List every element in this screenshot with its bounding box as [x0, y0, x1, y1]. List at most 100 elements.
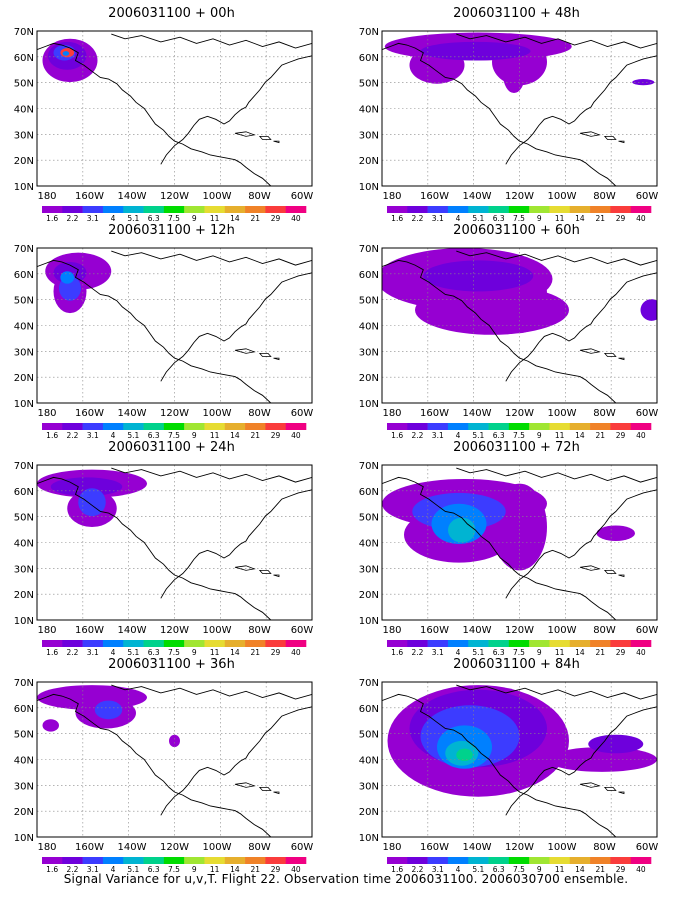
island [603, 352, 617, 357]
colorbar-swatch [468, 423, 489, 430]
colorbar-swatch [407, 423, 428, 430]
lat-label: 50N [359, 296, 379, 307]
colorbar-label: 5.1 [127, 214, 139, 223]
map-frame [381, 30, 658, 187]
colorbar-label: 6.3 [148, 431, 160, 440]
colorbar-label: 11 [210, 214, 220, 223]
colorbar-label: 14 [575, 431, 585, 440]
colorbar-swatch [245, 423, 266, 430]
island [618, 574, 625, 578]
colorbar-label: 2.2 [66, 648, 78, 657]
colorbar-swatch [468, 640, 489, 647]
colorbar-swatch [285, 640, 307, 647]
lat-label: 20N [359, 590, 379, 601]
panel-title: 2006031100 + 12h [108, 223, 235, 238]
panel-title: 2006031100 + 36h [108, 657, 235, 672]
island [273, 791, 280, 795]
variance-contour [94, 700, 123, 720]
lat-label: 70N [14, 461, 34, 472]
panel-title: 2006031100 + 48h [453, 6, 580, 21]
island [273, 574, 280, 578]
coastline [37, 693, 272, 837]
lat-label: 10N [359, 833, 379, 844]
lat-label: 50N [14, 296, 34, 307]
variance-contour [420, 41, 531, 61]
map-panel-72h: 2006031100 + 72h 70N 60N 50N 40N 30N 20N 10N180… [359, 440, 659, 657]
map-area [37, 31, 312, 186]
coastline [456, 684, 657, 700]
colorbar-swatch [590, 206, 611, 213]
variance-contour [640, 299, 657, 321]
colorbar-label: 4 [456, 865, 461, 874]
island [579, 348, 601, 354]
island [603, 570, 617, 574]
lon-label: 140W [118, 408, 147, 419]
colorbar-swatch [488, 206, 510, 213]
lon-label: 140W [118, 191, 147, 202]
colorbar-label: 9 [537, 214, 542, 223]
colorbar-label: 3.1 [87, 865, 99, 874]
variance-contour [169, 734, 180, 748]
lon-label: 140W [463, 625, 492, 636]
colorbar-label: 2.2 [411, 431, 423, 440]
colorbar-swatch [427, 857, 449, 864]
colorbar-label: 29 [271, 648, 281, 657]
colorbar-swatch [265, 640, 286, 647]
map-frame [381, 464, 658, 621]
lat-label: 60N [14, 704, 34, 715]
colorbar-swatch [569, 640, 591, 647]
island [603, 787, 617, 791]
colorbar-swatch [143, 423, 165, 430]
colorbar-label: 5.1 [127, 648, 139, 657]
lon-label: 140W [118, 625, 147, 636]
colorbar-label: 7.5 [513, 214, 525, 223]
colorbar-label: 9 [192, 214, 197, 223]
lon-label: 180 [37, 842, 56, 853]
colorbar-label: 3.1 [432, 865, 444, 874]
colorbar-swatch [549, 423, 571, 430]
island [258, 135, 272, 140]
lat-label: 20N [359, 156, 379, 167]
colorbar-swatch [508, 640, 530, 647]
island [579, 782, 601, 788]
colorbar-label: 40 [291, 865, 301, 874]
colorbar-swatch [265, 423, 286, 430]
lon-label: 60W [291, 842, 314, 853]
colorbar-label: 21 [250, 865, 260, 874]
colorbar-swatch [224, 423, 246, 430]
colorbar-label: 1.6 [46, 431, 58, 440]
lat-label: 50N [14, 79, 34, 90]
colorbar-swatch [529, 423, 550, 430]
island [273, 357, 280, 361]
lon-label: 180 [37, 408, 56, 419]
colorbar-label: 29 [271, 214, 281, 223]
coastline [111, 684, 312, 700]
island [258, 352, 272, 357]
colorbar-swatch [407, 857, 428, 864]
lon-label: 60W [291, 408, 314, 419]
map-frame [381, 247, 658, 404]
variance-contour [596, 525, 635, 541]
colorbar-swatch [427, 206, 449, 213]
colorbar-label: 4 [111, 431, 116, 440]
colorbar-label: 4 [111, 648, 116, 657]
lat-label: 40N [359, 756, 379, 767]
colorbar-label: 5.1 [127, 865, 139, 874]
colorbar-label: 11 [210, 431, 220, 440]
coastline [37, 42, 272, 186]
colorbar-label: 7.5 [168, 648, 180, 657]
map-panel-00h: 2006031100 + 00h 70N 60N 50N 40N 30N 20N 10N180… [14, 6, 314, 223]
lon-label: 60W [636, 408, 659, 419]
colorbar-label: 3.1 [432, 214, 444, 223]
lat-label: 40N [359, 539, 379, 550]
colorbar-label: 2.2 [66, 865, 78, 874]
colorbar-label: 7.5 [513, 865, 525, 874]
lon-label: 100W [548, 191, 577, 202]
lon-label: 160W [420, 842, 449, 853]
lat-label: 10N [14, 399, 34, 410]
lon-label: 140W [463, 842, 492, 853]
lon-label: 120W [505, 408, 534, 419]
lat-label: 70N [14, 678, 34, 689]
colorbar-swatch [285, 857, 307, 864]
lat-label: 30N [359, 781, 379, 792]
